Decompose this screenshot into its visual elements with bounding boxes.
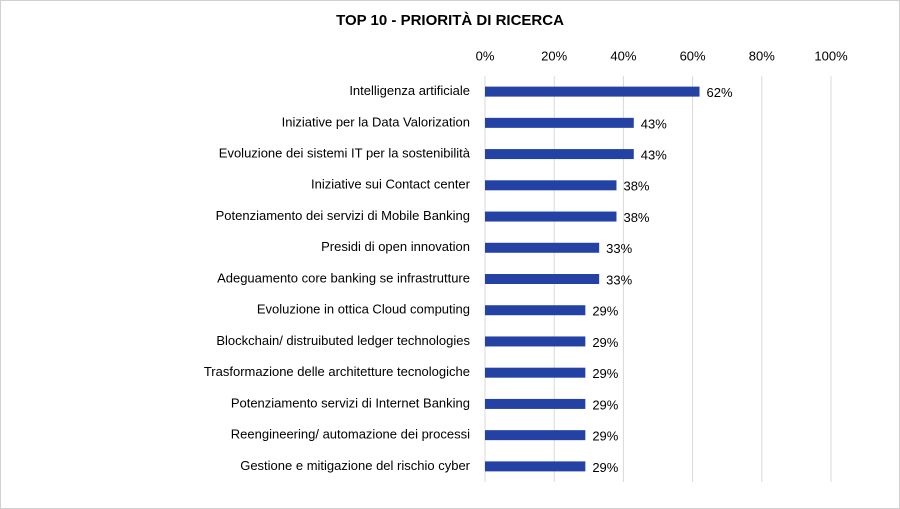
data-label: 33% (606, 241, 632, 256)
chart-title: TOP 10 - PRIORITÀ DI RICERCA (336, 12, 564, 29)
y-tick-label: Iniziative sui Contact center (311, 177, 471, 192)
y-tick-label: Iniziative per la Data Valorization (282, 114, 470, 129)
bar (485, 461, 586, 472)
y-tick-label: Evoluzione dei sistemi IT per la sosteni… (219, 146, 471, 161)
bar (485, 367, 586, 378)
x-tick-label: 20% (541, 48, 567, 63)
y-tick-label: Reengineering/ automazione dei processi (231, 427, 470, 442)
bar (485, 274, 600, 284)
data-label: 29% (592, 335, 618, 350)
y-tick-label: Presidi di open innovation (321, 239, 470, 254)
data-label: 29% (592, 460, 618, 475)
bar (485, 336, 586, 347)
y-tick-label: Evoluzione in ottica Cloud computing (257, 302, 470, 317)
data-label: 38% (623, 210, 649, 225)
x-tick-label: 100% (814, 48, 848, 63)
x-tick-label: 80% (749, 48, 775, 63)
data-label: 29% (592, 366, 618, 381)
x-tick-label: 60% (680, 48, 706, 63)
y-tick-label: Gestione e mitigazione del rischio cyber (240, 458, 470, 473)
bar (485, 305, 586, 316)
data-label: 62% (707, 85, 733, 100)
data-label: 29% (592, 397, 618, 412)
data-label: 43% (641, 148, 667, 163)
bar (485, 149, 634, 160)
data-label: 29% (592, 304, 618, 319)
y-tick-label: Trasformazione delle architetture tecnol… (204, 364, 470, 379)
data-label: 43% (641, 116, 667, 131)
y-tick-label: Potenziamento dei servizi di Mobile Bank… (216, 208, 470, 223)
bar (485, 180, 617, 191)
data-label: 29% (592, 429, 618, 444)
bar (485, 117, 634, 128)
bar (485, 430, 586, 441)
bar (485, 398, 586, 409)
y-tick-label: Adeguamento core banking se infrastruttu… (217, 270, 470, 285)
y-tick-label: Potenziamento servizi di Internet Bankin… (231, 395, 470, 410)
data-label: 33% (606, 272, 632, 287)
bar (485, 242, 600, 253)
bar (485, 86, 700, 97)
x-tick-label: 0% (476, 48, 495, 63)
bar (485, 211, 617, 222)
data-label: 38% (623, 179, 649, 194)
y-tick-label: Intelligenza artificiale (349, 83, 470, 98)
x-tick-label: 40% (610, 48, 636, 63)
y-tick-label: Blockchain/ distruibuted ledger technolo… (216, 333, 470, 348)
